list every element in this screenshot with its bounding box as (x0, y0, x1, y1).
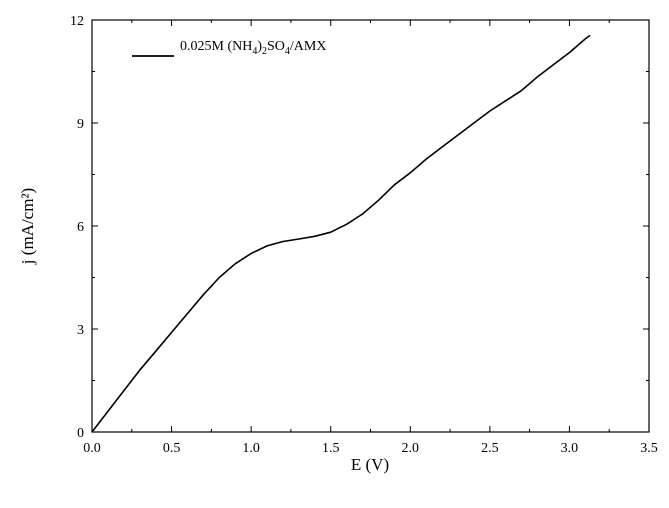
y-tick-label: 0 (77, 426, 84, 441)
axis-ticks (91, 19, 650, 433)
y-tick-label: 3 (77, 323, 84, 338)
y-tick-label: 12 (70, 14, 84, 29)
x-tick-label: 1.0 (242, 441, 260, 456)
series-line (91, 34, 591, 433)
legend-label: 0.025M (NH4)2SO4/AMX (180, 39, 326, 57)
plot-frame (91, 19, 650, 433)
x-tick-label: 2.5 (481, 441, 499, 456)
x-tick-label: 1.5 (322, 441, 340, 456)
y-tick-label: 9 (77, 117, 84, 132)
x-tick-label: 0.0 (83, 441, 101, 456)
x-tick-label: 3.0 (561, 441, 579, 456)
x-tick-label: 2.0 (402, 441, 420, 456)
x-axis-title: E (V) (351, 455, 389, 474)
y-tick-label: 6 (77, 220, 84, 235)
x-tick-label: 3.5 (640, 441, 658, 456)
axis-tick-labels: 0.0 0.5 1.0 1.5 2.0 2.5 3.0 3.5 0 3 6 9 12 (70, 14, 658, 456)
x-tick-label: 0.5 (163, 441, 181, 456)
legend: 0.025M (NH4)2SO4/AMX (132, 39, 326, 57)
y-axis-title: j (mA/cm²) (18, 188, 37, 265)
